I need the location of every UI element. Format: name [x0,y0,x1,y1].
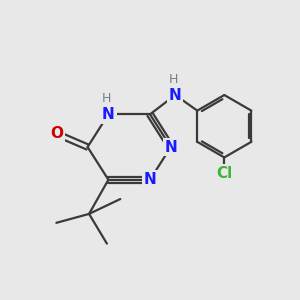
Text: N: N [164,140,177,154]
Text: N: N [102,107,115,122]
Text: N: N [169,88,182,103]
Text: H: H [102,92,112,105]
Text: O: O [50,126,63,141]
Text: N: N [144,172,156,187]
Text: Cl: Cl [216,166,232,181]
Text: H: H [169,73,178,86]
